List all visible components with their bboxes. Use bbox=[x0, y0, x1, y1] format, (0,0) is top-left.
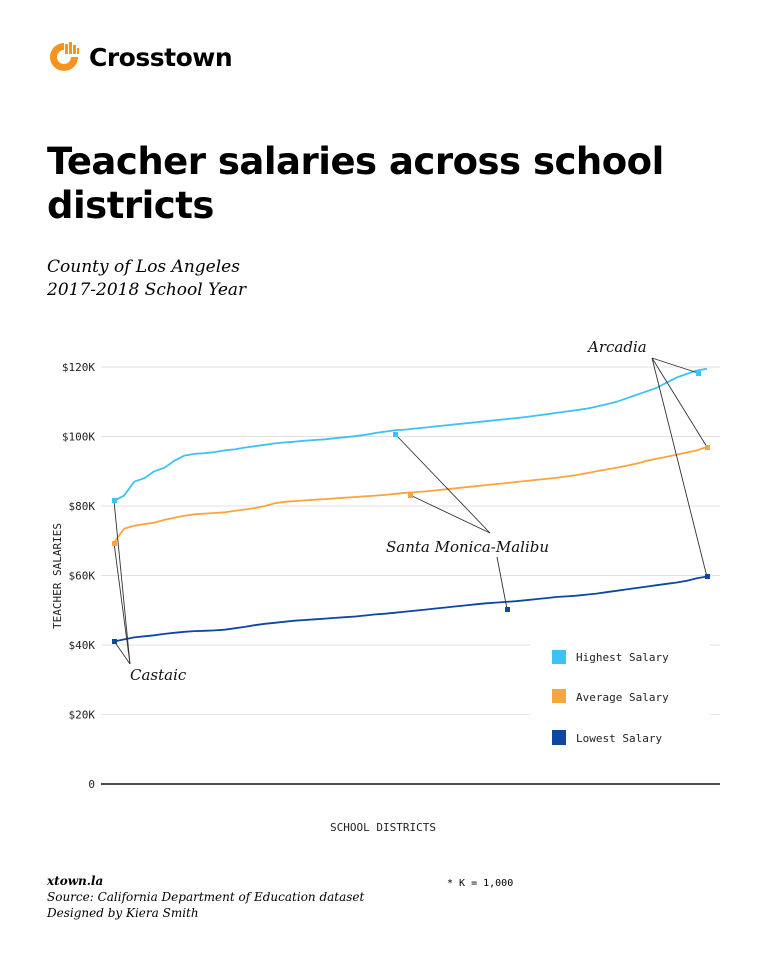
annotation-arcadia: Arcadia bbox=[586, 338, 647, 356]
y-tick-label: $80K bbox=[69, 500, 96, 513]
legend-swatch-lowest bbox=[552, 730, 566, 745]
legend-item-average[interactable]: Average Salary bbox=[552, 689, 669, 704]
legend-label-highest: Highest Salary bbox=[576, 651, 669, 664]
annotation-santa-monica-malibu: Santa Monica-Malibu bbox=[386, 538, 549, 556]
y-tick-label: $20K bbox=[69, 709, 96, 722]
footer-site: xtown.la bbox=[47, 874, 104, 888]
legend-item-lowest[interactable]: Lowest Salary bbox=[552, 730, 662, 745]
legend-item-highest[interactable]: Highest Salary bbox=[552, 650, 669, 664]
subtitle-line-2: 2017-2018 School Year bbox=[47, 280, 247, 300]
y-tick-label: $60K bbox=[69, 570, 96, 583]
y-tick-label: $40K bbox=[69, 639, 96, 652]
annotation-leaders bbox=[113, 357, 708, 665]
annotation-markers bbox=[112, 371, 710, 644]
series-line-lowest-salary bbox=[113, 575, 708, 643]
chart-title: Teacher salaries across school districts bbox=[47, 140, 664, 227]
footer: xtown.la Source: California Department o… bbox=[47, 873, 364, 921]
y-axis-ticks: 0 $20K $40K $60K $80K $100K $120K bbox=[62, 361, 95, 791]
legend-swatch-average bbox=[552, 689, 566, 703]
line-chart: 0 $20K $40K $60K $80K $100K $120K TEACHER SALA… bbox=[51, 338, 720, 834]
y-tick-label: $120K bbox=[62, 361, 95, 374]
legend: Highest Salary Average Salary Lowest Sal… bbox=[552, 650, 669, 745]
crosstown-logo: Crosstown bbox=[47, 40, 233, 74]
y-tick-label: 0 bbox=[88, 778, 95, 791]
y-tick-label: $100K bbox=[62, 431, 95, 444]
footer-source: Source: California Department of Educati… bbox=[47, 890, 365, 904]
subtitle-line-1: County of Los Angeles bbox=[47, 257, 240, 277]
units-note: * K = 1,000 bbox=[447, 878, 514, 889]
x-axis-label: SCHOOL DISTRICTS bbox=[330, 821, 436, 834]
legend-swatch-highest bbox=[552, 650, 566, 664]
legend-label-average: Average Salary bbox=[576, 691, 669, 704]
series-line-highest-salary bbox=[113, 367, 708, 502]
legend-label-lowest: Lowest Salary bbox=[576, 732, 662, 745]
crosstown-logo-icon bbox=[50, 42, 79, 71]
chart-subtitle: County of Los Angeles 2017-2018 School Y… bbox=[47, 256, 246, 302]
footer-designer: Designed by Kiera Smith bbox=[47, 906, 199, 920]
data-series bbox=[113, 367, 708, 643]
series-line-average-salary bbox=[113, 446, 708, 544]
brand-name: Crosstown bbox=[89, 42, 233, 72]
annotation-castaic: Castaic bbox=[130, 666, 187, 684]
y-axis-label: TEACHER SALARIES bbox=[51, 523, 64, 629]
